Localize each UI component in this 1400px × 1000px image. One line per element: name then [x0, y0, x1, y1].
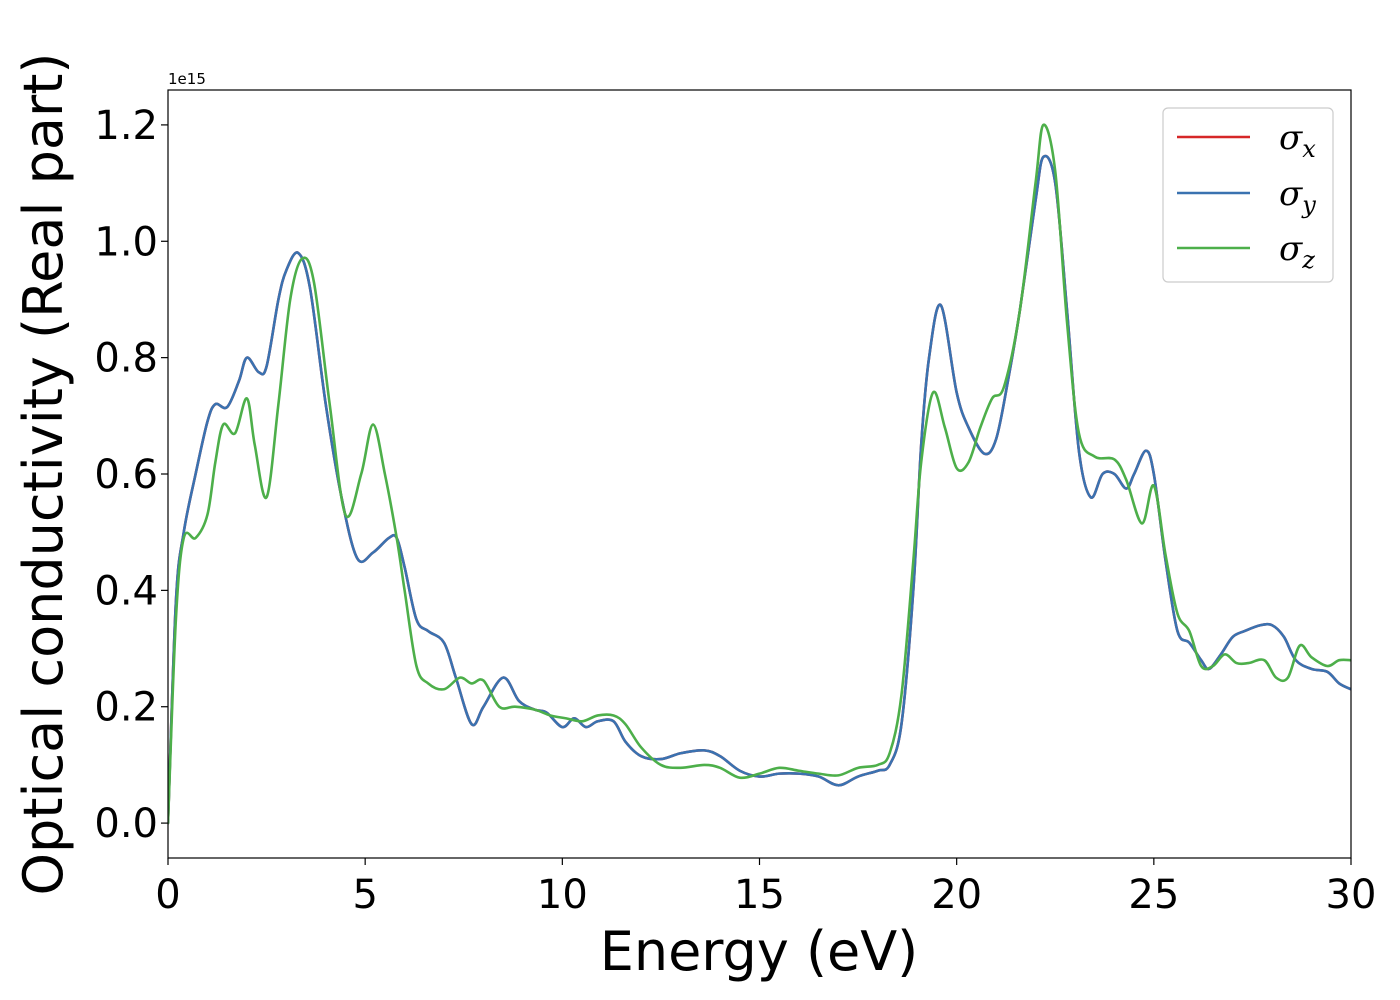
y-axis-ticks: 0.0 0.2 0.4 0.6 0.8 1.0 1.2: [94, 103, 168, 847]
y-tick-label: 0.4: [94, 568, 158, 614]
series-line-z: [168, 123, 1351, 825]
x-tick-label: 5: [352, 872, 377, 918]
x-tick-label: 20: [931, 872, 982, 918]
x-tick-label: 0: [155, 872, 180, 918]
x-tick-label: 25: [1128, 872, 1179, 918]
y-tick-label: 0.0: [94, 801, 158, 847]
y-offset-label: 1e15: [168, 70, 206, 88]
x-tick-label: 30: [1326, 872, 1377, 918]
y-axis-label: Optical conductivity (Real part): [12, 53, 75, 896]
x-axis-ticks: 0 5 10 15 20 25 30: [155, 858, 1376, 918]
plot-lines: [168, 123, 1351, 825]
legend: σx σy σz: [1162, 107, 1334, 283]
legend-label-z: σz: [1279, 229, 1315, 274]
legend-box: [1162, 107, 1334, 283]
legend-label-x: σx: [1279, 118, 1316, 163]
x-tick-label: 15: [734, 872, 785, 918]
y-tick-label: 0.6: [94, 452, 158, 498]
x-tick-label: 10: [537, 872, 588, 918]
legend-label-y: σy: [1279, 174, 1316, 219]
y-tick-label: 0.2: [94, 685, 158, 731]
y-tick-label: 1.0: [94, 219, 158, 265]
y-tick-label: 1.2: [94, 103, 158, 149]
x-axis-label: Energy (eV): [600, 920, 919, 983]
y-tick-label: 0.8: [94, 336, 158, 382]
